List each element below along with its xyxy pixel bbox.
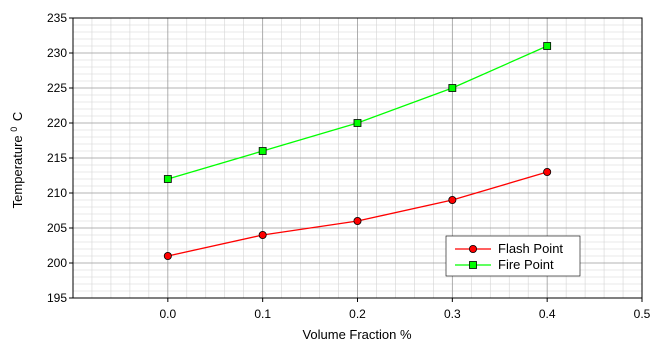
legend-box: [445, 235, 581, 277]
data-point-flash-point: [258, 230, 267, 239]
y-tick-label: 230: [47, 46, 67, 60]
x-tick-label: 0.1: [254, 307, 271, 321]
data-point-fire-point: [258, 147, 267, 155]
x-tick-label: 0.0: [159, 307, 176, 321]
x-tick-label: 0.4: [539, 307, 556, 321]
y-tick-label: 195: [47, 291, 67, 305]
x-tick-label: 0.5: [634, 307, 651, 321]
y-axis-label-suffix: C: [10, 112, 25, 121]
data-point-flash-point: [163, 251, 172, 260]
y-axis-label: Temperature 0 C: [5, 112, 25, 209]
data-point-fire-point: [543, 42, 552, 50]
y-tick-label: 205: [47, 221, 67, 235]
y-tick-label: 235: [47, 11, 67, 25]
x-axis-label: Volume Fraction %: [302, 327, 412, 342]
x-tick-label: 0.3: [444, 307, 461, 321]
data-point-fire-point: [353, 119, 362, 127]
data-point-flash-point: [353, 216, 362, 225]
series-layer: [163, 42, 552, 260]
data-point-flash-point: [448, 195, 457, 204]
y-tick-label: 225: [47, 81, 67, 95]
y-tick-label: 210: [47, 186, 67, 200]
legend-label-fire-point: Fire Point: [498, 257, 554, 272]
axis-ticks: 0.0 0.1 0.2 0.3 0.4 0.5 195 200 205 210 215 220 225 2…: [47, 11, 651, 321]
legend-item-flash-point: Flash Point: [455, 241, 563, 256]
data-point-flash-point: [543, 167, 552, 176]
y-tick-label: 215: [47, 151, 67, 165]
data-point-fire-point: [163, 175, 172, 183]
data-point-fire-point: [448, 84, 457, 92]
x-tick-label: 0.2: [349, 307, 366, 321]
legend-item-fire-point: Fire Point: [455, 257, 554, 272]
legend-label-flash-point: Flash Point: [498, 241, 563, 256]
y-tick-label: 200: [47, 256, 67, 270]
y-tick-label: 220: [47, 116, 67, 130]
legend: Flash Point Fire Point: [445, 235, 581, 277]
y-axis-label-superscript: 0: [9, 127, 19, 132]
y-axis-label-main: Temperature: [10, 135, 25, 208]
